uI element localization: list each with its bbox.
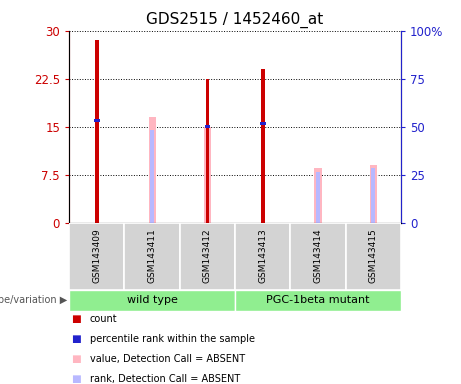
Text: ■: ■ <box>71 374 81 384</box>
Bar <box>180 223 235 290</box>
Bar <box>69 290 235 311</box>
Bar <box>235 223 290 290</box>
Bar <box>94 119 100 122</box>
Bar <box>370 165 377 223</box>
Text: GSM143414: GSM143414 <box>313 228 323 283</box>
Bar <box>235 290 401 311</box>
Text: count: count <box>90 314 118 324</box>
Bar <box>204 127 211 223</box>
Bar <box>95 40 99 223</box>
Bar <box>206 79 209 223</box>
Title: GDS2515 / 1452460_at: GDS2515 / 1452460_at <box>147 12 324 28</box>
Text: GSM143412: GSM143412 <box>203 228 212 283</box>
Text: value, Detection Call = ABSENT: value, Detection Call = ABSENT <box>90 354 245 364</box>
Text: GSM143409: GSM143409 <box>92 228 101 283</box>
Bar <box>124 223 180 290</box>
Bar <box>148 117 156 223</box>
Text: rank, Detection Call = ABSENT: rank, Detection Call = ABSENT <box>90 374 240 384</box>
Bar <box>316 172 320 223</box>
Bar <box>314 168 322 223</box>
Text: GSM143411: GSM143411 <box>148 228 157 283</box>
Bar <box>206 127 209 223</box>
Bar <box>150 130 154 223</box>
Bar <box>260 122 266 125</box>
Bar <box>346 223 401 290</box>
Text: ■: ■ <box>71 314 81 324</box>
Text: ■: ■ <box>71 354 81 364</box>
Text: GSM143413: GSM143413 <box>258 228 267 283</box>
Text: percentile rank within the sample: percentile rank within the sample <box>90 334 255 344</box>
Bar <box>290 223 346 290</box>
Text: ■: ■ <box>71 334 81 344</box>
Bar <box>372 168 375 223</box>
Text: genotype/variation ▶: genotype/variation ▶ <box>0 295 67 306</box>
Text: GSM143415: GSM143415 <box>369 228 378 283</box>
Text: wild type: wild type <box>127 295 177 306</box>
Bar <box>205 125 210 129</box>
Bar <box>69 223 124 290</box>
Bar <box>261 69 265 223</box>
Text: PGC-1beta mutant: PGC-1beta mutant <box>266 295 370 306</box>
